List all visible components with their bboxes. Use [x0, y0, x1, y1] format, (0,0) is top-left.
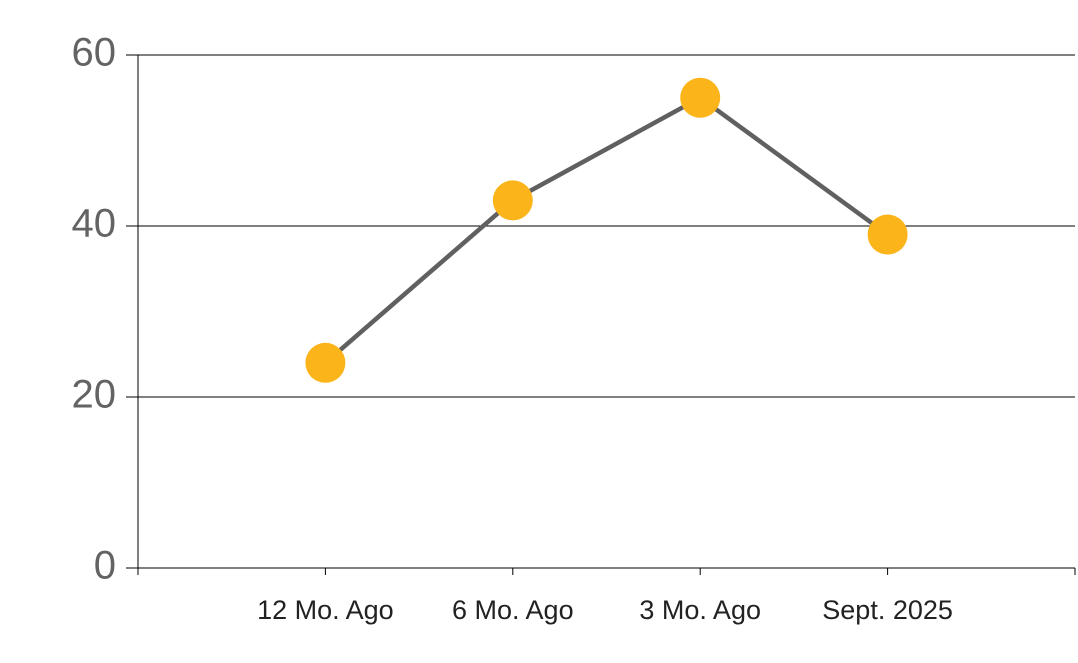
- data-line: [323, 95, 889, 365]
- y-tick-label: 20: [72, 373, 117, 417]
- data-point: [305, 342, 346, 383]
- y-tick-label: 0: [94, 544, 116, 588]
- x-tick-label: Sept. 2025: [822, 595, 953, 625]
- x-tick-label: 3 Mo. Ago: [639, 595, 761, 625]
- x-tick-label: 12 Mo. Ago: [257, 595, 394, 625]
- data-point: [492, 180, 533, 221]
- y-tick-label: 60: [72, 31, 117, 75]
- x-tick-label: 6 Mo. Ago: [452, 595, 574, 625]
- data-point: [867, 214, 908, 255]
- data-point: [680, 77, 721, 118]
- y-tick-label: 40: [72, 202, 117, 246]
